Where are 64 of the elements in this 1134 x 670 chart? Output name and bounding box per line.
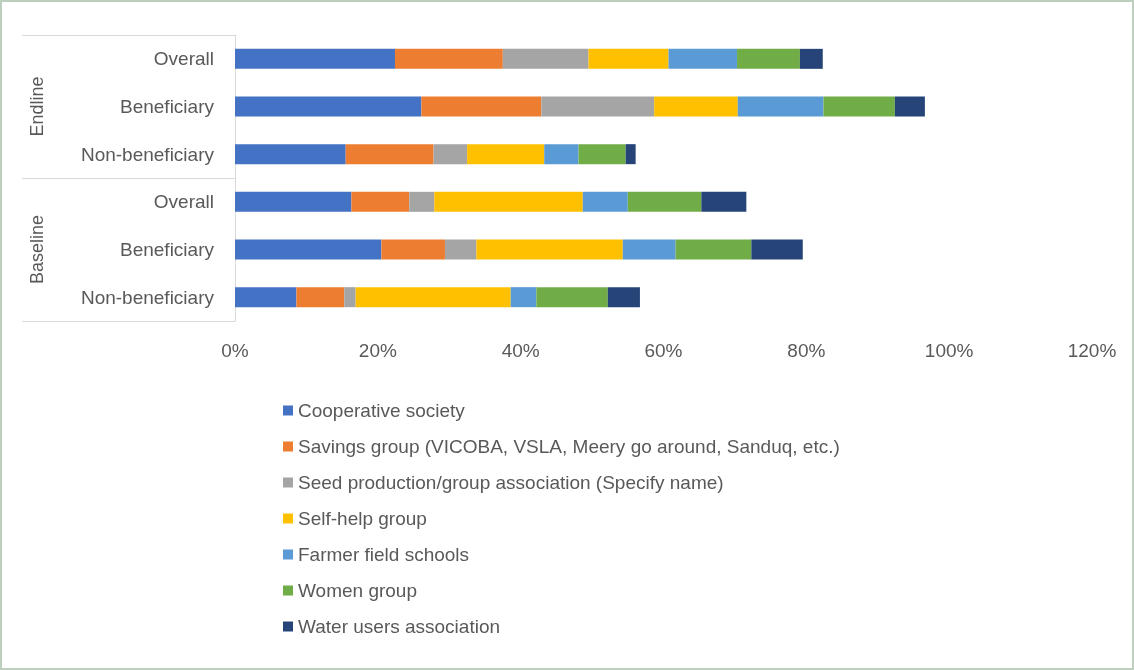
bar [582, 191, 628, 212]
y-tick-label: Non-beneficiary [80, 286, 215, 308]
y-tick-label: Non-beneficiary [80, 143, 215, 165]
bar [502, 48, 589, 69]
bar [544, 144, 579, 165]
bar [394, 48, 503, 69]
bar [235, 144, 346, 165]
bar [351, 191, 410, 212]
bar [536, 287, 608, 308]
bar [799, 48, 823, 69]
bar [627, 191, 702, 212]
bar [409, 191, 435, 212]
bar [578, 144, 626, 165]
bar [235, 287, 297, 308]
bar [344, 287, 356, 308]
bar [421, 96, 542, 117]
bar [476, 239, 623, 260]
bar [235, 48, 395, 69]
bar [467, 144, 545, 165]
y-tick-label: Overall [153, 191, 214, 213]
legend-label: Savings group (VICOBA, VSLA, Meery go around, Sanduq, etc.) [298, 436, 840, 457]
bar [751, 239, 803, 260]
bar [668, 48, 738, 69]
bar [654, 96, 738, 117]
x-tick-label: 80% [787, 340, 826, 361]
y-tick-label: Overall [153, 48, 214, 70]
bar [345, 144, 434, 165]
bar [737, 96, 824, 117]
bar [823, 96, 895, 117]
legend-label: Farmer field schools [298, 544, 470, 565]
bar [434, 191, 583, 212]
y-tick-label: Beneficiary [120, 96, 215, 117]
bar [381, 239, 445, 260]
x-tick-label: 0% [221, 340, 249, 361]
x-tick-label: 40% [501, 340, 540, 361]
x-tick-label: 120% [1067, 340, 1117, 361]
legend-label: Women group [298, 580, 417, 601]
bar [235, 96, 422, 117]
x-tick-label: 100% [924, 340, 974, 361]
legend-label: Self-help group [298, 508, 427, 529]
bar [541, 96, 655, 117]
text: Endline [27, 76, 47, 137]
bar [701, 191, 747, 212]
bar [625, 144, 636, 165]
bar [622, 239, 676, 260]
x-tick-label: 20% [358, 340, 397, 361]
bar [510, 287, 537, 308]
bar [235, 239, 382, 260]
legend-label: Water users association [298, 616, 501, 637]
bar [355, 287, 511, 308]
x-tick-label: 60% [644, 340, 683, 361]
bar [737, 48, 800, 69]
bar [894, 96, 925, 117]
bar [296, 287, 345, 308]
bar [444, 239, 477, 260]
legend-label: Cooperative society [298, 400, 466, 421]
text: Baseline [27, 214, 47, 285]
y-tick-label: Beneficiary [120, 239, 215, 260]
bar [675, 239, 752, 260]
bar [235, 191, 352, 212]
bar [433, 144, 468, 165]
bar [607, 287, 640, 308]
bar [588, 48, 669, 69]
legend-label: Seed production/group association (Specify name) [298, 472, 724, 493]
